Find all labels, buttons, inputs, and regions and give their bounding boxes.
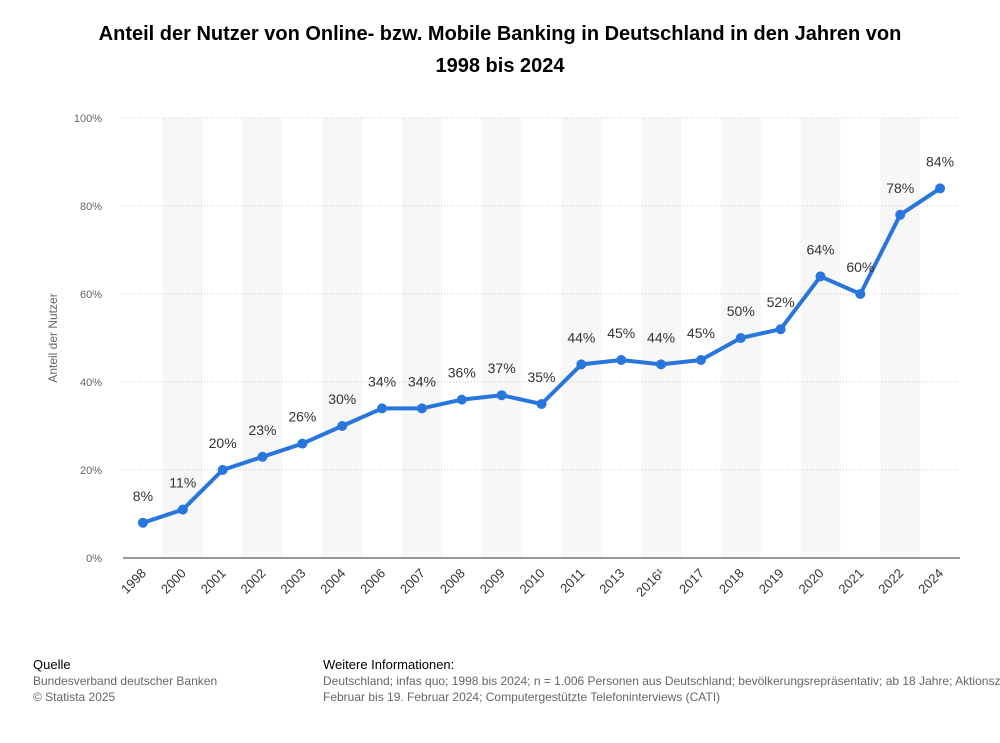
data-label: 35% [527,369,555,385]
column-band [402,118,442,558]
data-label: 52% [767,294,795,310]
data-label: 30% [328,391,356,407]
data-label: 78% [886,180,914,196]
data-point [456,394,467,405]
info-heading: Weitere Informationen: [323,657,455,672]
x-tick-label: 2000 [158,566,189,597]
source-text: Bundesverband deutscher Banken [33,674,218,688]
data-point [775,324,786,335]
column-band [800,118,841,558]
data-label: 34% [368,373,396,389]
data-label: 60% [846,259,874,275]
column-band [880,118,921,558]
info-text-line-1: Deutschland; infas quo; 1998 bis 2024; n… [323,674,1000,688]
source-heading: Quelle [33,657,71,672]
chart-title-line-2: 1998 bis 2024 [435,55,565,77]
x-tick-label: 2017 [676,566,707,597]
x-tick-label: 2011 [557,566,587,596]
y-tick-label: 80% [80,201,102,213]
data-point [297,438,308,449]
data-point [616,355,627,365]
data-points [137,183,946,528]
y-axis-ticks: 0% 20% 40% 60% 80% 100% [74,113,102,565]
info-text-line-2: Februar bis 19. Februar 2024; Computerge… [323,690,721,704]
line-chart: 0% 20% 40% 60% 80% 100% Anteil der Nutzer 199… [46,113,960,600]
x-tick-label: 2022 [875,566,906,597]
y-tick-label: 60% [80,289,102,301]
copyright-text: © Statista 2025 [33,690,116,704]
x-tick-label: 2009 [477,566,508,597]
column-band [561,118,602,558]
data-label: 36% [448,365,476,381]
x-tick-label: 2018 [716,566,747,597]
x-tick-label: 2024 [915,566,946,597]
y-tick-label: 40% [80,377,102,389]
y-tick-label: 0% [86,553,102,565]
x-tick-label: 2021 [835,566,866,597]
x-tick-label: 2006 [357,566,388,597]
data-labels: 8% 11% 20% 23% 26% 30% 34% 34% 36% 37% 35% 44% 45% 44… [133,153,954,503]
data-point [815,271,826,282]
data-point [855,289,866,299]
data-point [935,183,946,194]
y-axis-label: Anteil der Nutzer [46,293,60,382]
x-tick-label: 2019 [756,566,787,597]
x-tick-label: 2013 [596,566,627,597]
data-point [177,504,188,515]
y-tick-label: 20% [80,465,102,477]
data-point [735,333,746,343]
x-tick-label: 2020 [796,566,827,597]
data-label: 45% [607,325,635,341]
x-tick-label: 2003 [277,566,308,597]
chart-title-line-1: Anteil der Nutzer von Online- bzw. Mobil… [98,23,902,45]
data-point [416,403,427,414]
column-band [322,118,363,558]
data-point [257,451,268,462]
data-label: 26% [288,409,316,425]
column-bands [162,118,921,558]
x-tick-label: 1998 [118,566,149,597]
y-tick-label: 100% [74,113,102,125]
x-tick-label: 2001 [198,566,229,597]
data-point [895,209,906,220]
column-band [162,118,203,558]
data-point [377,403,388,414]
data-label: 44% [647,329,675,345]
chart-title: Anteil der Nutzer von Online- bzw. Mobil… [40,18,960,82]
data-label: 84% [926,153,954,169]
data-point [536,399,547,409]
data-label: 44% [567,329,595,345]
source-block: Quelle Bundesverband deutscher Banken © … [33,657,293,705]
data-label: 20% [209,435,237,451]
data-point [137,517,148,528]
data-label: 23% [248,422,276,438]
x-tick-label: 2008 [437,566,468,597]
data-point [337,421,348,431]
data-label: 64% [806,241,834,257]
x-tick-label: 2016¹ [633,565,668,600]
data-point [576,359,587,370]
data-point [217,465,228,475]
column-band [242,118,283,558]
data-label: 50% [727,303,755,319]
data-label: 34% [408,373,436,389]
data-label: 8% [133,488,153,504]
data-point [656,359,667,370]
data-point [496,390,507,401]
x-axis-ticks: 1998 2000 2001 2002 2003 2004 2006 2007 2008 2009… [118,565,946,600]
data-label: 37% [488,360,516,376]
data-label: 11% [169,475,196,491]
data-label: 45% [687,325,715,341]
column-band [481,118,522,558]
x-tick-label: 2007 [397,566,428,597]
x-tick-label: 2002 [238,566,269,597]
info-block: Weitere Informationen: Deutschland; infa… [323,657,1000,705]
column-band [641,118,681,558]
data-point [695,355,706,365]
x-tick-label: 2010 [517,566,548,597]
x-tick-label: 2004 [317,566,348,597]
